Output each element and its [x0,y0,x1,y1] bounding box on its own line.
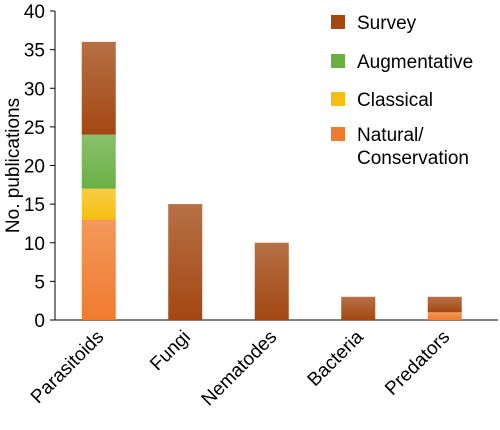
legend-swatch [331,54,345,68]
x-axis: Parasitoids Fungi Nematodes Bacteria Predato… [27,319,498,411]
y-tick-label: 10 [24,234,45,255]
legend-swatch [331,15,345,29]
legend-label: Survey [357,13,417,34]
x-tick-label: Fungi [146,327,194,375]
y-tick-label: 30 [24,79,45,100]
bar-segment-shading [81,134,116,189]
y-tick-label: 40 [24,2,45,23]
legend-swatch [331,92,345,106]
x-tick-label: Predators [381,327,454,400]
legend-label: Augmentative [357,52,473,73]
bar-segment-shading [81,188,116,220]
bar-segment-shading [254,242,289,320]
y-tick-label: 25 [24,118,45,139]
x-tick-label: Bacteria [304,326,368,390]
bar-segment-shading [81,41,116,135]
bar-segment-shading [427,312,462,320]
bar-segment-shading [341,296,376,320]
bar-segment-shading [427,296,462,313]
bars [81,41,462,320]
y-tick-label: 0 [34,311,45,332]
y-tick-label: 15 [24,195,45,216]
legend-label: Classical [357,90,433,111]
y-axis-label: No. publications [3,98,24,233]
y-tick-label: 5 [34,272,45,293]
x-tick-label: Parasitoids [27,327,108,408]
x-tick-label: Nematodes [198,327,282,411]
bar-segment-shading [81,219,116,320]
legend: Survey Augmentative Classical Natural/Conse… [331,13,473,169]
y-tick-label: 20 [24,157,45,178]
y-axis: 0 5 10 15 20 25 30 35 40 [24,2,56,332]
y-tick-label: 35 [24,41,45,62]
bar-segment-shading [168,204,203,320]
legend-swatch [331,127,345,141]
legend-label: Natural/Conservation [357,125,469,169]
